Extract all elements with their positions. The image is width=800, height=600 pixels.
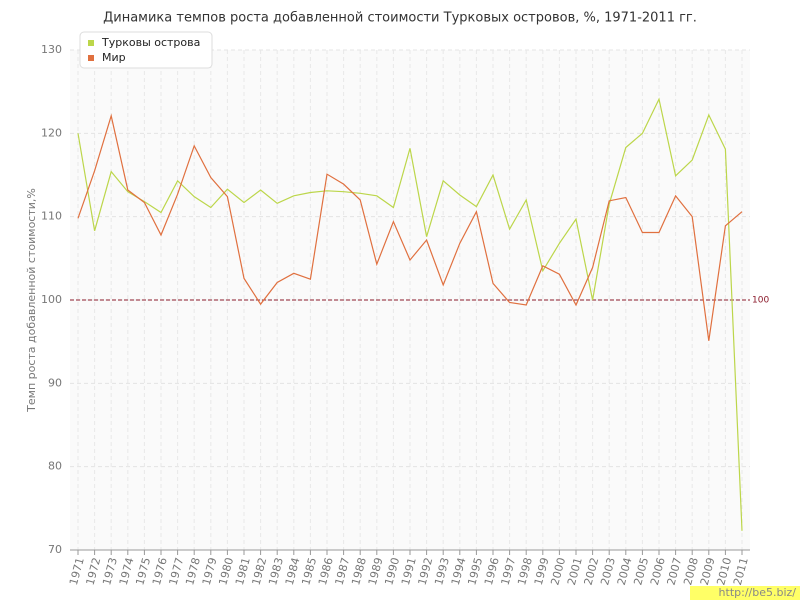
y-tick-label: 130 (41, 43, 62, 56)
y-tick-label: 90 (48, 376, 62, 389)
legend-label: Турковы острова (101, 36, 200, 49)
y-tick-label: 110 (41, 210, 62, 223)
series-line (77, 113, 743, 341)
legend: Турковы острова Мир (79, 31, 213, 69)
y-tick-label: 100 (41, 293, 62, 306)
y-tick-label: 70 (48, 543, 62, 556)
legend-label: Мир (102, 51, 126, 64)
chart-title: Динамика темпов роста добавленной стоимо… (103, 11, 697, 26)
y-tick-label: 120 (41, 126, 62, 139)
reference-label: 100 (752, 296, 769, 306)
y-tick-label: 80 (48, 460, 62, 473)
y-axis-label: Темп роста добавленной стоимости,% (25, 188, 38, 413)
legend-swatch (88, 40, 94, 46)
x-tick-label: 2011 (731, 556, 751, 586)
legend-swatch (88, 55, 94, 61)
watermark: http://be5.biz/ (719, 586, 797, 599)
series-line (77, 97, 743, 531)
watermark-bg (690, 586, 800, 600)
legend-box (79, 31, 213, 69)
